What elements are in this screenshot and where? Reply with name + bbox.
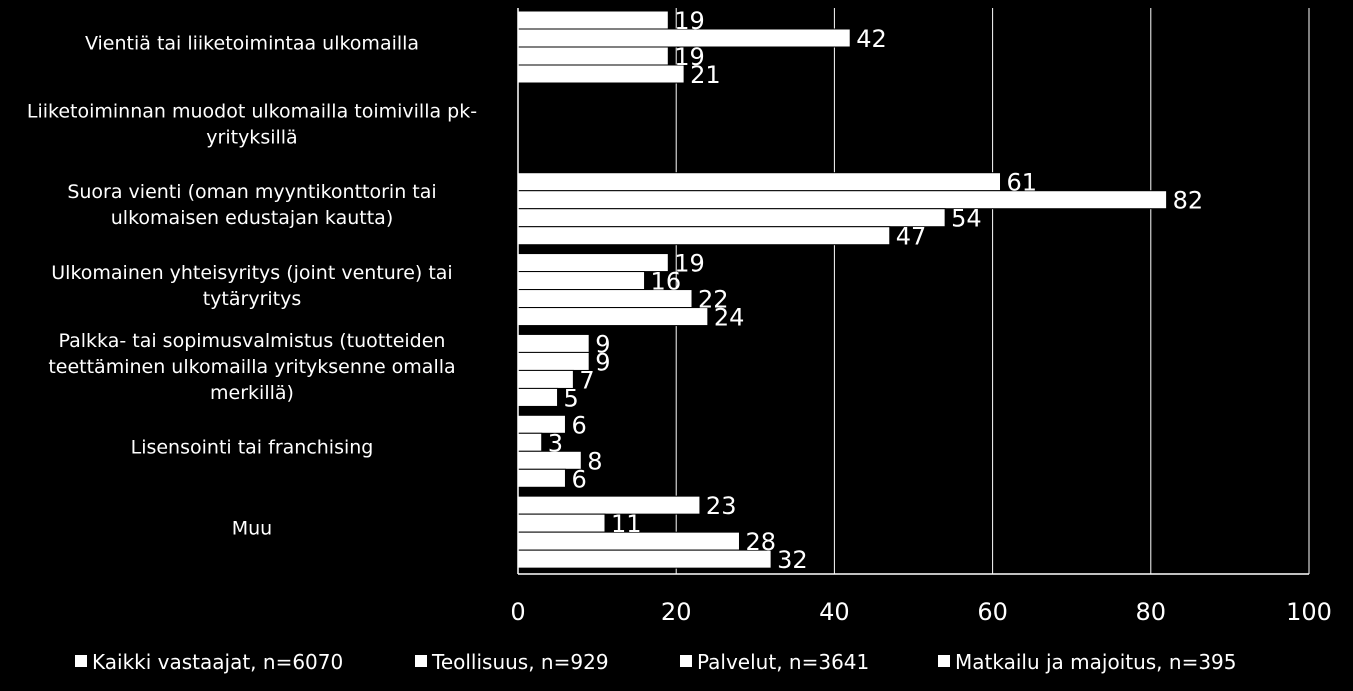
data-label-cat0-series2: 19 bbox=[674, 43, 705, 71]
data-label-cat4-series1: 9 bbox=[595, 348, 610, 376]
data-label-cat5-series1: 3 bbox=[548, 429, 563, 457]
bar-cat5-series3 bbox=[517, 468, 566, 488]
category-label-line: Palkka- tai sopimusvalmistus (tuotteiden bbox=[59, 330, 446, 352]
data-label-cat0-series1: 42 bbox=[856, 25, 887, 53]
bar-cat3-series3 bbox=[517, 307, 709, 327]
bar-cat4-series3 bbox=[517, 387, 559, 407]
data-label-cat6-series0: 23 bbox=[706, 492, 737, 520]
bar-cat4-series0 bbox=[517, 333, 590, 353]
legend: Kaikki vastaajat, n=6070 Teollisuus, n=92… bbox=[75, 650, 1237, 674]
category-label-5: Lisensointi tai franchising bbox=[131, 437, 374, 459]
x-tick-label-100: 100 bbox=[1286, 598, 1332, 626]
legend-marker-3 bbox=[938, 655, 950, 667]
bars bbox=[517, 10, 1168, 569]
bar-cat0-series3 bbox=[517, 64, 685, 84]
data-label-cat6-series2: 28 bbox=[745, 528, 776, 556]
bar-cat3-series1 bbox=[517, 271, 646, 291]
data-label-cat6-series1: 11 bbox=[611, 510, 642, 538]
legend-label-3: Matkailu ja majoitus, n=395 bbox=[955, 650, 1237, 674]
category-label-line: Suora vienti (oman myyntikonttorin tai bbox=[67, 181, 436, 203]
bar-cat2-series0 bbox=[517, 172, 1002, 192]
legend-marker-0 bbox=[75, 655, 87, 667]
data-label-cat6-series3: 32 bbox=[777, 546, 808, 574]
category-label-line: merkillä) bbox=[210, 382, 294, 404]
category-label-4: Palkka- tai sopimusvalmistus (tuotteiden… bbox=[48, 330, 455, 404]
category-label-0: Vientiä tai liiketoimintaa ulkomailla bbox=[85, 32, 419, 54]
legend-marker-1 bbox=[415, 655, 427, 667]
category-label-6: Muu bbox=[232, 518, 272, 540]
bar-cat5-series1 bbox=[517, 432, 543, 452]
data-label-cat3-series1: 16 bbox=[651, 268, 682, 296]
data-label-cat4-series2: 7 bbox=[579, 366, 594, 394]
data-label-cat3-series2: 22 bbox=[698, 286, 729, 314]
x-tick-label-80: 80 bbox=[1136, 598, 1167, 626]
data-label-cat0-series3: 21 bbox=[690, 61, 721, 89]
bar-cat6-series1 bbox=[517, 513, 606, 533]
bar-cat0-series2 bbox=[517, 46, 669, 66]
x-tick-label-0: 0 bbox=[510, 598, 525, 626]
legend-label-2: Palvelut, n=3641 bbox=[697, 650, 869, 674]
data-label-cat2-series0: 61 bbox=[1007, 169, 1038, 197]
data-label-cat5-series3: 6 bbox=[571, 465, 586, 493]
category-label-line: Liiketoiminnan muodot ulkomailla toimivi… bbox=[27, 100, 477, 122]
axes bbox=[517, 8, 1309, 575]
category-label-line: yrityksillä bbox=[206, 126, 297, 148]
category-label-line: Lisensointi tai franchising bbox=[131, 437, 374, 459]
category-label-line: tytäryritys bbox=[203, 288, 302, 310]
gridlines bbox=[675, 8, 1310, 574]
data-label-cat2-series2: 54 bbox=[951, 205, 982, 233]
x-tick-labels: 0 20 40 60 80 100 bbox=[510, 598, 1332, 626]
data-label-cat3-series0: 19 bbox=[674, 250, 705, 278]
legend-marker-2 bbox=[680, 655, 692, 667]
x-tick-label-20: 20 bbox=[661, 598, 692, 626]
data-label-cat5-series2: 8 bbox=[587, 447, 602, 475]
bar-cat0-series0 bbox=[517, 10, 669, 30]
data-label-cat2-series3: 47 bbox=[896, 223, 927, 251]
category-label-line: Vientiä tai liiketoimintaa ulkomailla bbox=[85, 32, 419, 54]
bar-cat3-series0 bbox=[517, 253, 669, 273]
legend-label-0: Kaikki vastaajat, n=6070 bbox=[92, 650, 343, 674]
bar-cat6-series3 bbox=[517, 549, 772, 569]
data-label-cat5-series0: 6 bbox=[571, 411, 586, 439]
x-tick-label-40: 40 bbox=[819, 598, 850, 626]
category-label-2: Suora vienti (oman myyntikonttorin tai ul… bbox=[67, 181, 436, 229]
bar-cat2-series3 bbox=[517, 226, 891, 246]
data-label-cat2-series1: 82 bbox=[1173, 187, 1204, 215]
category-label-1: Liiketoiminnan muodot ulkomailla toimivi… bbox=[27, 100, 477, 148]
category-label-line: teettäminen ulkomailla yrityksenne omall… bbox=[48, 356, 455, 378]
category-label-line: Muu bbox=[232, 518, 272, 540]
bar-cat6-series0 bbox=[517, 495, 701, 515]
bar-cat2-series1 bbox=[517, 190, 1168, 210]
data-label-cat3-series3: 24 bbox=[714, 304, 745, 332]
category-label-line: Ulkomainen yhteisyritys (joint venture) … bbox=[51, 262, 452, 284]
data-label-cat4-series0: 9 bbox=[595, 330, 610, 358]
legend-label-1: Teollisuus, n=929 bbox=[431, 650, 609, 674]
category-label-3: Ulkomainen yhteisyritys (joint venture) … bbox=[51, 262, 452, 310]
category-labels: Vientiä tai liiketoimintaa ulkomailla Lii… bbox=[27, 32, 477, 539]
x-tick-label-60: 60 bbox=[977, 598, 1008, 626]
bar-cat2-series2 bbox=[517, 208, 946, 228]
category-label-line: ulkomaisen edustajan kautta) bbox=[111, 207, 393, 229]
data-label-cat0-series0: 19 bbox=[674, 7, 705, 35]
data-label-cat4-series3: 5 bbox=[564, 384, 579, 412]
